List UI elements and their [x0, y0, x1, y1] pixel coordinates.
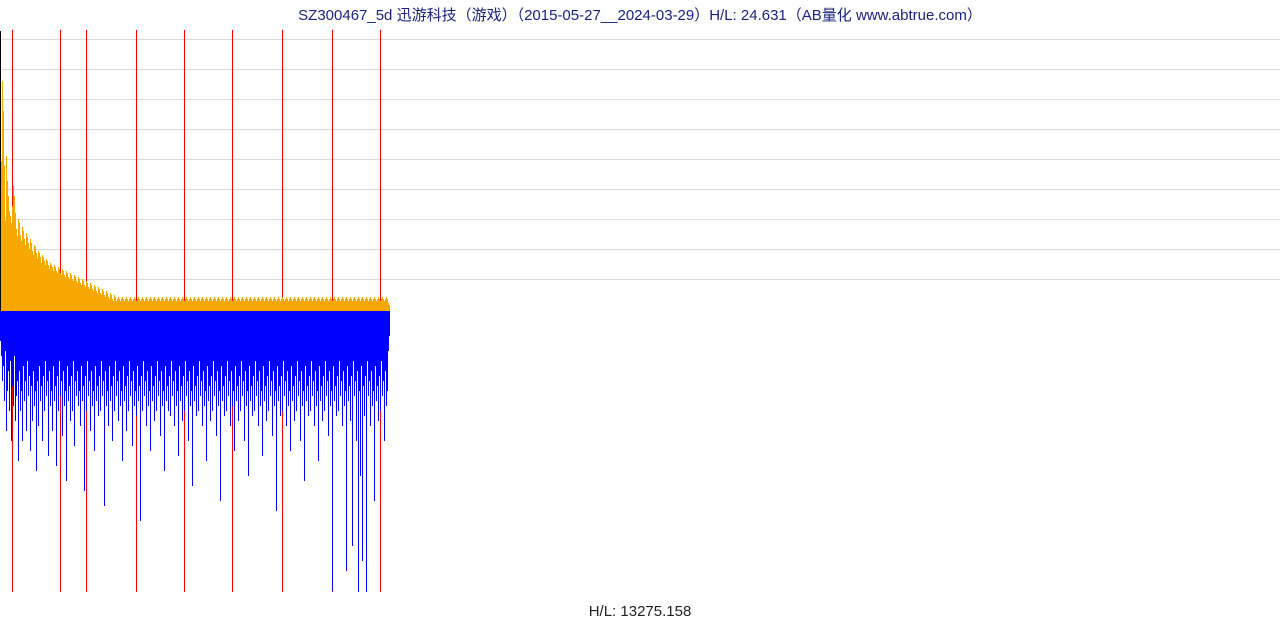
- gridline: [0, 69, 1280, 70]
- gridline: [0, 249, 1280, 250]
- gridline: [0, 39, 1280, 40]
- gridline: [0, 189, 1280, 190]
- gridline: [0, 129, 1280, 130]
- gridline: [0, 219, 1280, 220]
- gridline: [0, 279, 1280, 280]
- chart-title: SZ300467_5d 迅游科技（游戏）（2015-05-27__2024-03…: [0, 4, 1280, 25]
- gridline: [0, 159, 1280, 160]
- chart-footer: H/L: 13275.158: [0, 603, 1280, 620]
- gridline: [0, 99, 1280, 100]
- chart-canvas: [0, 30, 1280, 592]
- lower-bar: [389, 311, 390, 336]
